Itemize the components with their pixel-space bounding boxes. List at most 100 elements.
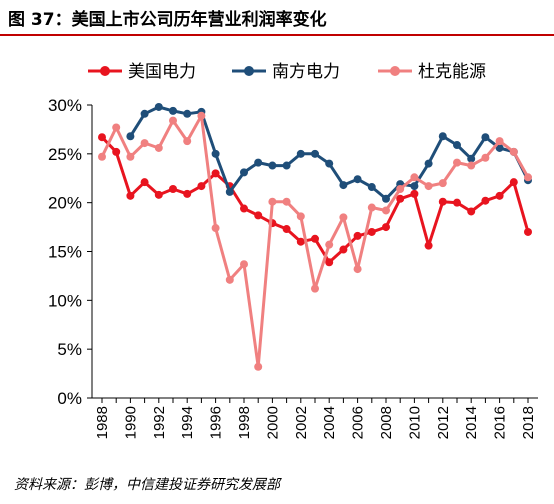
- legend-item: 南方电力: [232, 62, 340, 82]
- data-point: [296, 237, 305, 246]
- data-point: [112, 147, 121, 156]
- data-point: [169, 184, 177, 193]
- data-point: [524, 173, 532, 182]
- y-tick-label: 10%: [48, 291, 82, 310]
- data-point: [396, 194, 405, 203]
- data-point: [240, 260, 248, 269]
- series-group: [98, 133, 532, 267]
- data-point: [268, 197, 277, 206]
- data-point: [424, 159, 433, 168]
- x-tick-label: 2002: [293, 406, 310, 439]
- legend-swatch-marker: [100, 66, 110, 76]
- data-point: [410, 173, 419, 182]
- data-point: [438, 197, 447, 206]
- y-tick-label: 0%: [57, 389, 82, 408]
- data-point: [98, 152, 106, 161]
- x-tick-label: 1998: [236, 406, 253, 439]
- data-point: [211, 149, 220, 158]
- data-point: [140, 178, 149, 187]
- data-point: [296, 149, 305, 158]
- legend-swatch-marker: [390, 66, 400, 76]
- series-group: [126, 102, 532, 203]
- data-point: [495, 143, 504, 152]
- data-point: [353, 231, 362, 240]
- data-point: [225, 187, 234, 196]
- data-point: [481, 153, 490, 162]
- data-point: [339, 181, 348, 190]
- data-point: [325, 240, 334, 249]
- data-point: [254, 211, 263, 220]
- y-tick-label: 5%: [57, 340, 82, 359]
- data-point: [282, 225, 291, 234]
- data-point: [424, 241, 433, 250]
- series-lines: [98, 102, 532, 371]
- data-point: [282, 161, 291, 170]
- data-point: [495, 137, 504, 146]
- y-axis-ticks: 0% 5% 10% 15% 20% 25% 30%: [48, 96, 92, 408]
- data-point: [467, 161, 476, 170]
- data-point: [154, 102, 163, 111]
- legend-label: 南方电力: [272, 62, 340, 82]
- data-point: [311, 149, 319, 158]
- x-tick-label: 2006: [350, 406, 367, 439]
- legend-label: 美国电力: [128, 62, 196, 82]
- data-point: [339, 245, 348, 254]
- data-point: [197, 182, 206, 191]
- x-axis-ticks: 1988 1990 1992 1994 1996 1998 2000 2002 2004 2006…: [94, 398, 537, 439]
- data-point: [183, 189, 192, 198]
- data-point: [169, 116, 177, 125]
- x-tick-label: 1994: [179, 406, 196, 439]
- data-point: [524, 227, 532, 236]
- x-tick-label: 2000: [264, 406, 281, 439]
- data-point: [509, 147, 518, 156]
- data-point: [183, 137, 192, 146]
- data-point: [154, 143, 163, 152]
- series-line: [128, 105, 530, 201]
- data-point: [98, 133, 106, 142]
- data-point: [353, 175, 362, 184]
- data-point: [438, 132, 447, 141]
- data-point: [169, 106, 177, 115]
- x-tick-label: 1996: [208, 406, 225, 439]
- x-tick-label: 2010: [406, 406, 423, 439]
- data-point: [438, 179, 447, 188]
- data-point: [382, 206, 390, 215]
- y-tick-label: 20%: [48, 194, 82, 213]
- x-tick-label: 1992: [151, 406, 168, 439]
- data-point: [140, 109, 149, 118]
- data-point: [268, 161, 277, 170]
- data-point: [183, 109, 192, 118]
- data-point: [509, 178, 518, 187]
- data-point: [126, 132, 135, 141]
- data-point: [410, 189, 419, 198]
- data-point: [467, 207, 476, 216]
- x-tick-label: 2004: [321, 406, 338, 439]
- data-point: [126, 191, 135, 200]
- legend-item: 美国电力: [88, 62, 196, 82]
- x-tick-label: 1990: [122, 406, 139, 439]
- data-point: [240, 204, 248, 213]
- data-point: [140, 139, 149, 148]
- x-tick-label: 2018: [520, 406, 537, 439]
- data-point: [481, 196, 490, 205]
- data-point: [254, 158, 263, 167]
- data-point: [453, 158, 461, 167]
- data-point: [296, 212, 305, 221]
- data-point: [410, 182, 419, 191]
- data-point: [495, 191, 504, 200]
- data-point: [254, 362, 263, 371]
- legend-label: 杜克能源: [418, 62, 486, 82]
- data-point: [467, 154, 476, 163]
- data-point: [453, 141, 461, 150]
- data-point: [211, 224, 220, 233]
- data-point: [367, 227, 376, 236]
- y-tick-label: 15%: [48, 243, 82, 262]
- data-point: [367, 203, 376, 212]
- data-point: [382, 194, 390, 203]
- data-point: [424, 182, 433, 191]
- data-point: [211, 169, 220, 178]
- data-point: [325, 258, 334, 267]
- data-point: [197, 111, 206, 120]
- data-point: [112, 123, 121, 132]
